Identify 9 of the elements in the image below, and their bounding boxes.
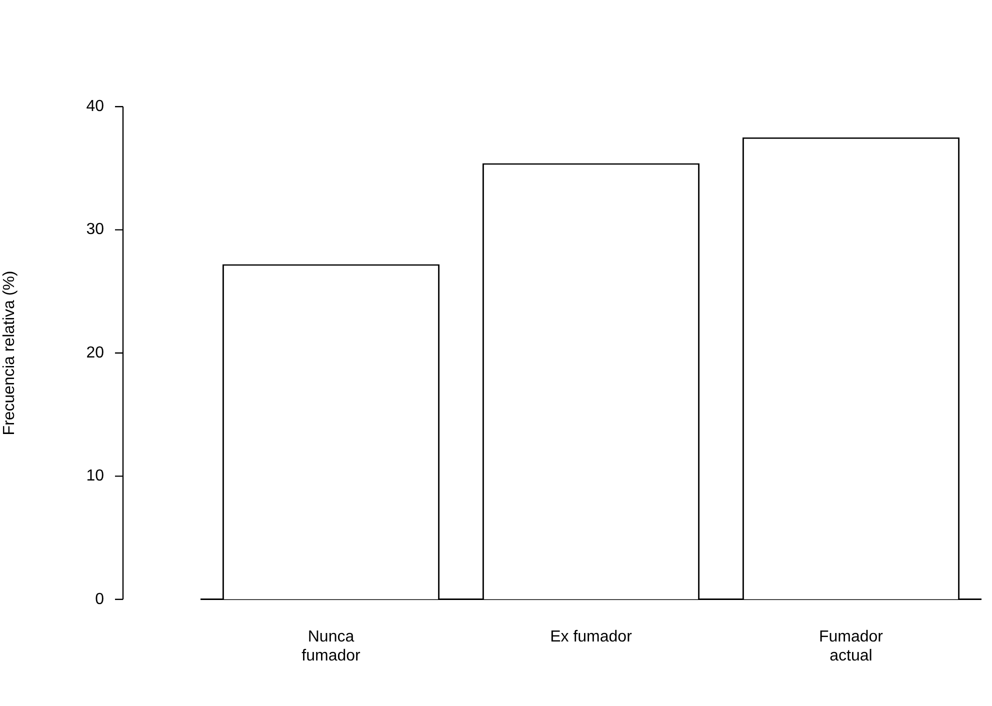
x-tick-label: Ex fumador xyxy=(550,628,633,646)
x-tick-label: Fumador actual xyxy=(818,628,884,665)
y-tick-label: 0 xyxy=(95,590,104,608)
y-tick-label: 10 xyxy=(86,468,104,485)
y-tick-label: 30 xyxy=(86,221,104,238)
y-axis-title: Frecuencia relativa (%) xyxy=(1,270,18,436)
y-tick-label: 40 xyxy=(86,98,104,116)
x-tick-label: Nunca fumador xyxy=(302,628,362,665)
y-tick-label: 20 xyxy=(86,344,104,362)
